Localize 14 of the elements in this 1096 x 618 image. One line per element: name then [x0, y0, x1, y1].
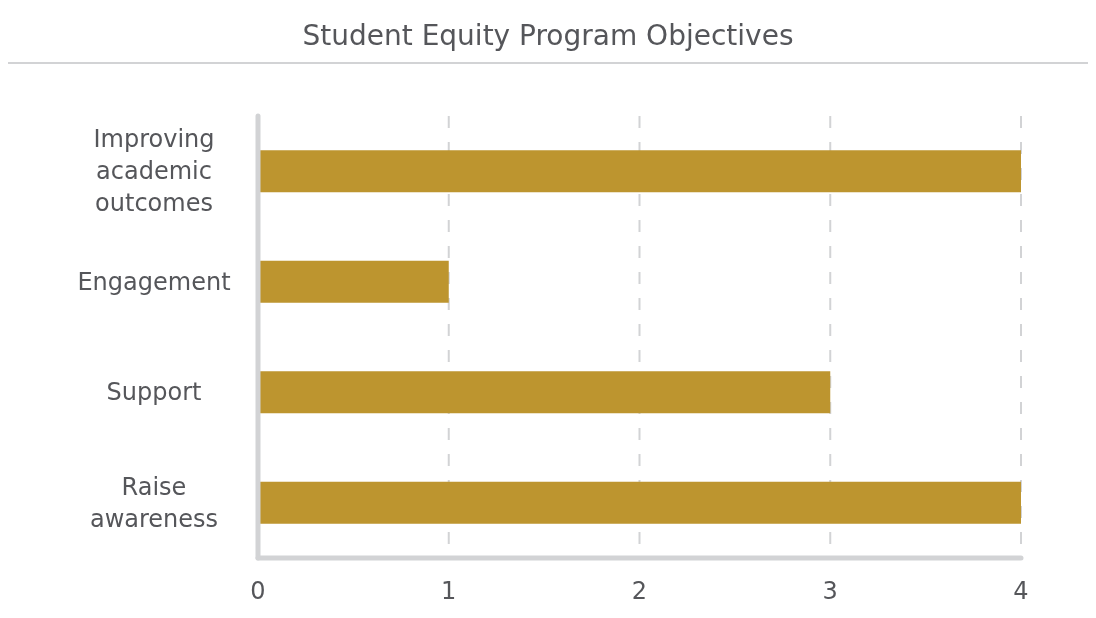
x-tick-label: 2 — [631, 577, 648, 606]
y-tick-label: Support — [106, 378, 202, 407]
bar — [258, 481, 1021, 524]
bar — [258, 260, 449, 303]
y-tick-label: Raise awareness — [89, 472, 219, 533]
chart-title: Student Equity Program Objectives — [301, 17, 795, 54]
x-tick-label: 0 — [250, 577, 266, 606]
x-tick-label: 4 — [1013, 577, 1029, 606]
y-tick-label: Improving academic outcomes — [93, 125, 215, 218]
x-tick-label: 3 — [822, 577, 838, 606]
bar — [258, 150, 1021, 193]
y-tick-label: Engagement — [77, 267, 231, 296]
x-tick-label: 1 — [441, 577, 457, 606]
bar — [258, 371, 831, 414]
